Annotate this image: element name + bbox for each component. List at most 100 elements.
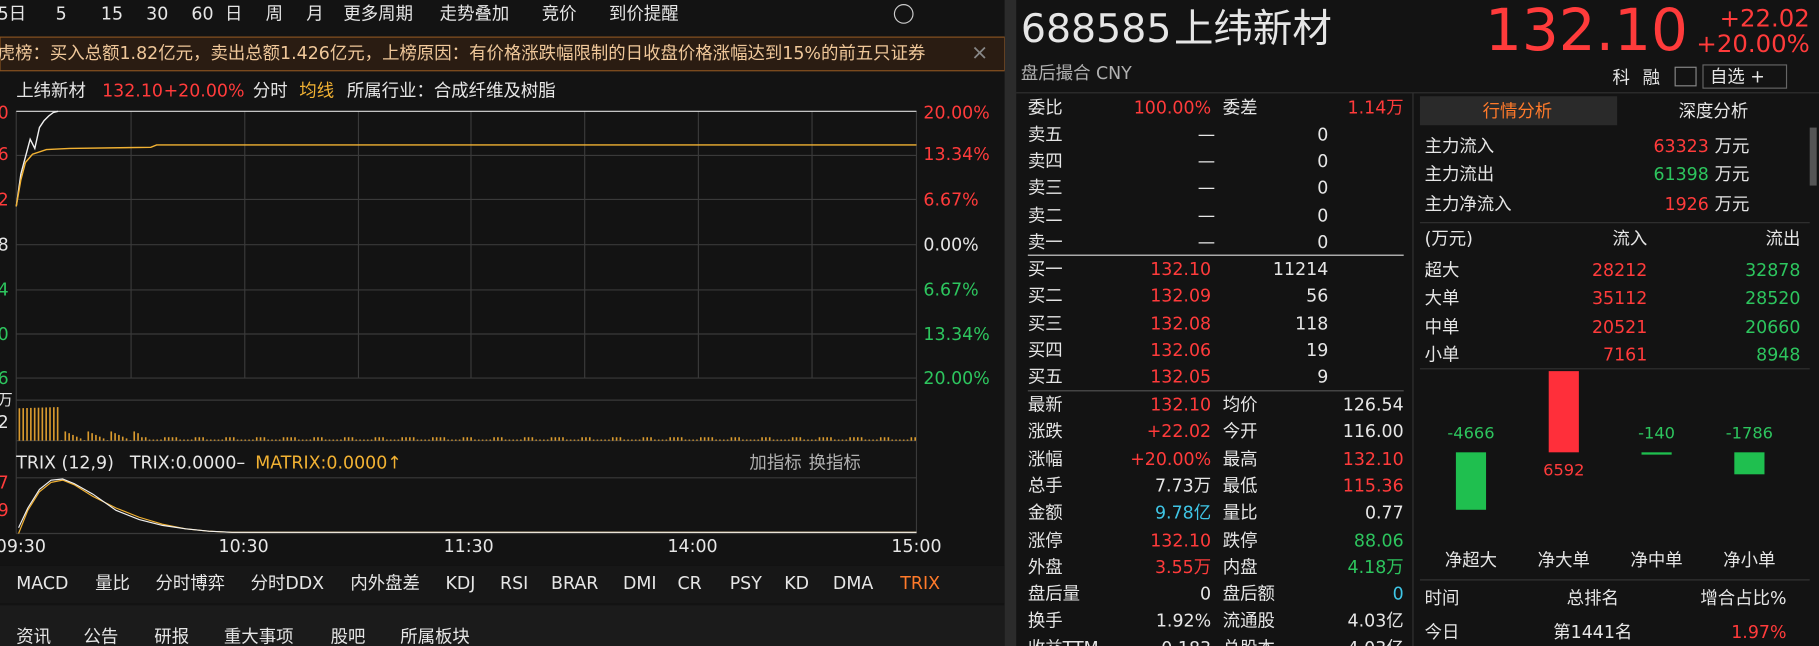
indicator-tab[interactable]: BRAR [551,572,599,594]
watch-button[interactable] [1702,64,1788,89]
indicator-tab[interactable]: DMA [832,572,874,594]
toolbar-item[interactable]: 5 [55,3,67,25]
toolbar-item[interactable]: 竞价 [541,3,577,25]
indicator-tab[interactable]: KDJ [445,572,476,594]
volume-bar [68,433,70,441]
toolbar-item[interactable]: 日 [225,3,243,25]
net-flow-chart [1455,371,1765,510]
collapse-icon[interactable] [893,4,914,24]
indicator-tab[interactable]: PSY [729,572,762,594]
bottom-tab[interactable]: 股吧 [330,626,366,646]
book-price: — [1197,150,1216,172]
volume-bar [428,439,430,441]
volume-bar [340,439,342,441]
indicator-tab[interactable]: 分时DDX [250,572,325,594]
stat-label: 最新 [1027,394,1063,416]
indicator-tab[interactable]: CR [677,572,702,594]
volume-bar [347,437,350,441]
indicator-tab[interactable]: 内外盘差 [350,572,420,594]
volume-bar [493,437,495,441]
unit: 万元 [1714,193,1750,215]
stat-value: 115.36 [1342,475,1404,497]
add-indicator[interactable]: 加指标 [749,452,802,474]
volume-bar [91,433,93,441]
bottom-tab[interactable]: 资讯 [16,626,52,646]
bottom-tab[interactable]: 公告 [83,626,119,646]
indicator-tab[interactable]: MACD [16,572,69,594]
volume-bar [106,440,109,441]
indicator-tab[interactable]: 分时博弈 [155,572,226,594]
stat-label: 跌停 [1222,529,1258,551]
volume-bar [516,439,518,441]
toolbar-item[interactable]: 5日 [0,3,27,25]
book-label: 卖三 [1027,177,1063,199]
volume-bar [75,436,78,441]
toolbar-item[interactable]: 30 [146,3,169,25]
volume-bar [742,439,744,441]
y-tick-label: 2 [0,411,9,434]
volume-bar [271,439,273,441]
volume-bar [363,439,365,441]
indicator-tab[interactable]: RSI [499,572,529,594]
volume-bar [301,439,304,441]
volume-bar [902,439,905,441]
toolbar-item[interactable]: 60 [191,3,214,25]
volume-bar [45,407,47,441]
volume-bar [803,439,805,441]
volume-bar [914,437,916,441]
toolbar-item[interactable]: 15 [100,3,124,25]
volume-bar [654,439,656,441]
book-label: 买四 [1027,339,1063,361]
volume-bar [286,437,289,441]
bottom-tab[interactable]: 重大事项 [223,626,294,646]
volume-bar [485,439,488,441]
tab[interactable]: 深度分析 [1678,100,1749,122]
volume-bar [129,440,132,441]
volume-bar [879,437,882,441]
volume-bar [160,439,162,441]
tab[interactable]: 行情分析 [1482,100,1553,122]
toolbar-item[interactable]: 更多周期 [343,3,414,25]
book-price: — [1197,231,1216,253]
divider [1004,0,1017,646]
tag[interactable]: 科 [1612,67,1630,89]
indicator-tab[interactable]: DMI [622,572,657,594]
volume-bar [715,439,717,441]
indicator-tab[interactable]: TRIX [900,572,941,594]
bottom-bar [0,605,1005,646]
volume-bar [474,439,476,441]
toolbar-item[interactable]: 周 [265,3,284,25]
banner-close[interactable] [973,46,986,59]
stat-value: 88.06 [1353,529,1404,551]
trix-name: TRIX (12,9) [16,452,114,474]
unit: 万元 [1714,135,1750,157]
indicator-tab[interactable]: KD [784,572,810,594]
tag[interactable]: 融 [1642,67,1661,89]
toolbar-item[interactable]: 到价提醒 [609,3,679,25]
switch-indicator[interactable]: 换指标 [808,452,861,474]
bottom-tab[interactable]: 所属板块 [400,626,470,646]
banner-text: 虎榜：买入总额1.82亿元，卖出总额1.426亿元，上榜原因：有价格涨跌幅限制的… [0,42,926,64]
stat-label: 最低 [1222,475,1258,497]
volume-bar [711,437,714,441]
volume-bar [466,437,469,441]
volume-bar [856,437,859,441]
stat-label: 今开 [1222,421,1258,443]
stat-value: 132.10 [1150,394,1212,416]
indicator-tab[interactable]: 量比 [95,572,130,594]
book-label: 委比 [1027,97,1063,119]
volume-bar [275,439,277,441]
volume-bar [343,437,346,441]
volume-bar [539,439,541,441]
bottom-tab[interactable]: 研报 [154,626,190,646]
toolbar-item[interactable]: 走势叠加 [439,3,510,25]
volume-bar [665,439,668,441]
alert-icon[interactable] [1674,66,1697,87]
volume-bar [194,437,197,441]
mode[interactable]: 分时 [252,80,288,101]
volume-bar [680,437,683,441]
toolbar-item[interactable]: 月 [306,3,324,25]
stat-value: 4.03亿 [1347,610,1404,632]
trix-line [18,478,917,533]
watch-button[interactable]: 自选 + [1709,66,1765,87]
